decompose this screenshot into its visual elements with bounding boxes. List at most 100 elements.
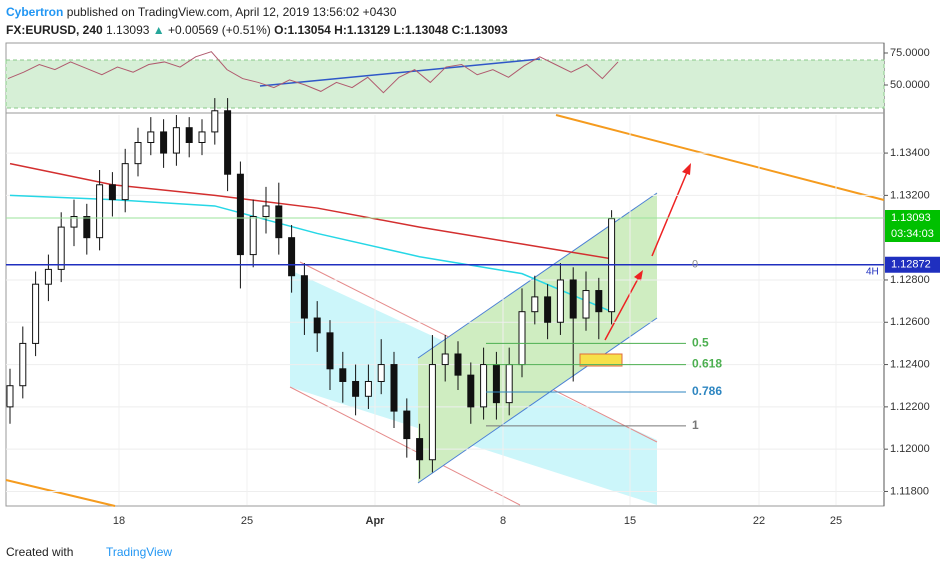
candle-body [569, 279, 577, 319]
candle-body [108, 184, 116, 201]
level-tag [885, 256, 940, 273]
close: C:1.13093 [451, 23, 508, 37]
fib-label: 0.618 [692, 357, 722, 371]
candle-body [467, 374, 475, 408]
support-line [5, 479, 116, 507]
publish-line: Cybertron published on TradingView.com, … [6, 5, 396, 19]
candle-body [288, 237, 296, 277]
x-tick-label: 25 [830, 515, 842, 527]
level-zero: 0 [692, 259, 698, 271]
high: H:1.13129 [334, 23, 391, 37]
candle-body [428, 364, 436, 461]
y-tick-label: 75.0000 [890, 47, 930, 59]
fib-label: 0.786 [692, 384, 722, 398]
candle-body [57, 226, 65, 270]
candle-body [544, 296, 552, 323]
y-tick-label: 1.12800 [890, 274, 930, 286]
candle-body [518, 311, 526, 366]
last-price-tag [885, 209, 940, 242]
candle-body [403, 410, 411, 440]
candle-body [96, 184, 104, 239]
candle-body [147, 131, 155, 143]
up-channel-lower [417, 317, 658, 484]
candle-body [505, 364, 513, 404]
arrow-1-head [634, 270, 643, 281]
fib-label: 0.5 [692, 336, 709, 350]
arrow-2-head [682, 163, 691, 175]
level-label: 1.12872 [891, 259, 931, 271]
candle-body [275, 205, 283, 239]
candle-body [480, 364, 488, 408]
x-tick-label: 15 [624, 515, 636, 527]
brand[interactable]: TradingView [106, 545, 172, 559]
interval: 4H [866, 266, 879, 277]
candle-body [326, 332, 334, 370]
candle-body [224, 110, 232, 175]
rsi-line [7, 51, 619, 94]
candle-body [454, 353, 462, 376]
candle-body [595, 290, 603, 313]
author[interactable]: Cybertron [6, 5, 64, 19]
resistance-line [555, 114, 885, 201]
candle-body [339, 368, 347, 382]
candle-body [377, 364, 385, 382]
x-tick-label: 18 [113, 515, 125, 527]
up-channel-fill [418, 193, 657, 483]
open: O:1.13054 [274, 23, 331, 37]
candle-body [198, 131, 206, 143]
symbol-line: FX:EURUSD, 240 1.13093 ▲ +0.00569 (+0.51… [6, 23, 508, 37]
candle-body [300, 275, 308, 319]
candle-body [441, 353, 449, 366]
candle-body [582, 290, 590, 319]
candle-body [416, 438, 424, 461]
y-tick-label: 1.12200 [890, 401, 930, 413]
y-tick-label: 1.13400 [890, 147, 930, 159]
candle-body [70, 216, 78, 228]
y-tick-label: 1.11800 [890, 485, 929, 497]
y-tick-label: 1.12400 [890, 358, 930, 370]
fib-label: 1 [692, 418, 699, 432]
candle-body [364, 380, 372, 397]
up-arrow: ▲ [152, 23, 165, 37]
candle-body [19, 342, 27, 387]
symbol: FX:EURUSD, 240 [6, 23, 103, 37]
x-tick-label: 8 [500, 515, 506, 527]
candle-body [211, 110, 219, 133]
countdown: 03:34:03 [891, 228, 934, 240]
created-with: Created with [6, 545, 73, 559]
zone-box [579, 353, 623, 367]
low: L:1.13048 [393, 23, 449, 37]
arrow-1 [604, 274, 641, 341]
candle-body [262, 205, 270, 218]
arrow-2 [651, 169, 689, 257]
x-tick-label: 22 [753, 515, 765, 527]
candle-body [531, 296, 539, 313]
last-price-label: 1.13093 [891, 212, 931, 224]
y-tick-label: 1.13200 [890, 189, 930, 201]
candle-body [121, 163, 129, 201]
y-tick-label: 1.12000 [890, 443, 930, 455]
candle-body [172, 127, 180, 154]
candle-body [249, 216, 257, 256]
last: 1.13093 [106, 23, 150, 37]
candle-body [83, 216, 91, 239]
rsi-trendline [259, 58, 541, 87]
candle-body [352, 380, 360, 397]
candle-body [185, 127, 193, 143]
y-tick-label: 1.12600 [890, 316, 930, 328]
candle-body [6, 385, 14, 408]
candle-body [236, 173, 244, 256]
candle-body [313, 317, 321, 334]
up-channel-upper [417, 192, 658, 359]
candle-body [134, 141, 142, 165]
x-tick-label: Apr [366, 515, 386, 527]
candle-body [492, 364, 500, 404]
candle-body [32, 283, 40, 344]
candle-body [44, 268, 52, 285]
candle-body [160, 131, 168, 154]
rsi-band [5, 59, 885, 109]
published: published on TradingView.com, April 12, … [66, 5, 397, 19]
y-tick-label: 50.0000 [890, 79, 930, 91]
